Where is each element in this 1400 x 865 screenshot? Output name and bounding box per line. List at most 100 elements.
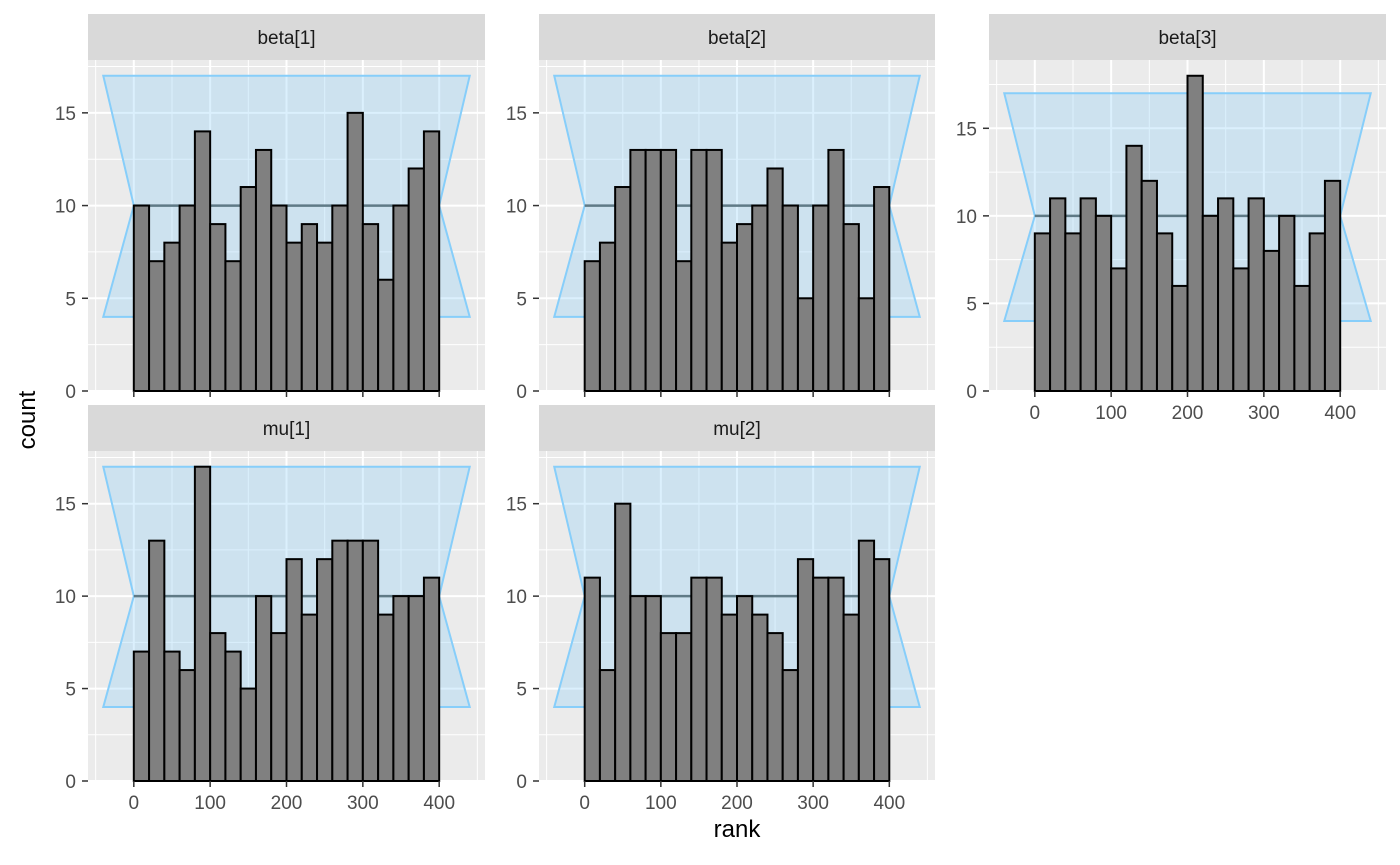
- histogram-bar: [392, 204, 410, 392]
- facet-panel-mu-1: mu[1] 0 5 10 15 0 100 200 300 400: [55, 405, 485, 814]
- y-tick-label: 5: [65, 680, 76, 701]
- x-tick-label: 200: [1172, 403, 1204, 424]
- histogram-bar: [1262, 249, 1281, 392]
- histogram-bar: [254, 148, 273, 392]
- histogram-bar: [132, 204, 151, 392]
- histogram-bar: [614, 186, 632, 392]
- histogram-bar: [270, 632, 288, 782]
- histogram-bar: [331, 539, 349, 783]
- histogram-bar: [285, 558, 303, 782]
- y-tick-label: 5: [516, 289, 527, 310]
- y-tick-label: 0: [65, 772, 76, 793]
- x-tick-label: 0: [579, 793, 590, 814]
- histogram-bar: [705, 576, 723, 783]
- histogram-bar: [736, 223, 754, 392]
- y-tick-label: 0: [516, 772, 527, 793]
- histogram-bar: [163, 241, 181, 392]
- histogram-bar: [796, 297, 815, 392]
- histogram-bar: [766, 632, 784, 782]
- y-tick-label: 5: [65, 289, 76, 310]
- x-tick-label: 0: [1030, 403, 1041, 424]
- x-tick-label: 100: [194, 793, 226, 814]
- histogram-bar: [675, 260, 693, 392]
- histogram-bar: [422, 576, 441, 783]
- histogram-bar: [193, 465, 212, 782]
- histogram-bar: [224, 260, 242, 392]
- facet-strip-label: beta[3]: [1158, 28, 1216, 49]
- y-tick-label: 15: [956, 119, 977, 140]
- x-tick-label: 200: [721, 793, 753, 814]
- x-tick-label: 400: [1324, 403, 1356, 424]
- histogram-bar: [361, 539, 380, 783]
- y-tick-label: 5: [516, 680, 527, 701]
- histogram-bar: [1125, 144, 1143, 392]
- histogram-bar: [812, 576, 830, 783]
- histogram-bar: [644, 595, 662, 782]
- x-tick-label: 200: [271, 793, 303, 814]
- histogram-bar: [148, 260, 166, 392]
- facet-strip-label: mu[1]: [263, 419, 311, 440]
- x-tick-label: 0: [129, 793, 140, 814]
- histogram-bar: [629, 595, 647, 782]
- facet-strip-label: mu[2]: [713, 419, 761, 440]
- histogram-bar: [377, 613, 395, 783]
- y-tick-label: 10: [55, 587, 76, 608]
- histogram-bar: [1094, 214, 1113, 392]
- histogram-bar: [1308, 232, 1326, 392]
- x-tick-label: 300: [1248, 403, 1280, 424]
- histogram-bar: [751, 613, 769, 783]
- y-tick-label: 10: [506, 587, 527, 608]
- histogram-bar: [598, 669, 617, 782]
- histogram-bar: [873, 186, 891, 392]
- histogram-bar: [239, 687, 257, 783]
- histogram-bar: [285, 241, 303, 392]
- histogram-bar: [1201, 214, 1220, 392]
- y-tick-label: 0: [65, 382, 76, 403]
- histogram-bar: [1049, 197, 1067, 392]
- histogram-bar: [316, 241, 334, 392]
- histogram-bar: [873, 558, 891, 782]
- histogram-bar: [422, 130, 441, 392]
- histogram-bar: [720, 241, 738, 392]
- y-tick-label: 15: [506, 495, 527, 516]
- histogram-bar: [705, 148, 723, 392]
- y-tick-label: 10: [956, 207, 977, 228]
- histogram-bar: [614, 502, 632, 782]
- histogram-bar: [270, 204, 288, 392]
- histogram-bar: [300, 613, 319, 783]
- histogram-bar: [209, 223, 227, 392]
- x-tick-label: 400: [873, 793, 905, 814]
- histogram-bar: [736, 595, 754, 782]
- histogram-bar: [598, 241, 617, 392]
- histogram-bar: [842, 223, 860, 392]
- histogram-bar: [346, 111, 364, 393]
- histogram-bar: [1033, 232, 1052, 392]
- histogram-bar: [316, 558, 334, 782]
- histogram-bar: [132, 650, 151, 783]
- histogram-bar: [1110, 267, 1128, 392]
- x-tick-label: 100: [645, 793, 677, 814]
- histogram-bar: [690, 576, 708, 783]
- histogram-bar: [644, 148, 662, 392]
- histogram-bar: [407, 595, 425, 782]
- facet-panel-mu-2: mu[2] 0 5 10 15 0 100 200 300 400: [506, 405, 935, 814]
- histogram-bar: [857, 539, 876, 783]
- histogram-bar: [659, 632, 678, 782]
- histogram-bar: [751, 204, 769, 392]
- histogram-bar: [583, 576, 601, 783]
- histogram-bar: [766, 167, 784, 392]
- y-tick-label: 15: [506, 104, 527, 125]
- facet-strip: [88, 14, 485, 60]
- histogram-bar: [1232, 267, 1250, 392]
- histogram-bar: [781, 204, 799, 392]
- histogram-bar: [1323, 179, 1342, 392]
- histogram-bar: [300, 223, 319, 392]
- histogram-bar: [331, 204, 349, 392]
- facet-panel-beta-2: beta[2] 0 5 10 15: [506, 14, 935, 403]
- y-tick-label: 15: [55, 495, 76, 516]
- histogram-bar: [1064, 232, 1082, 392]
- x-tick-label: 300: [347, 793, 379, 814]
- histogram-bar: [659, 148, 678, 392]
- histogram-bar: [346, 539, 364, 783]
